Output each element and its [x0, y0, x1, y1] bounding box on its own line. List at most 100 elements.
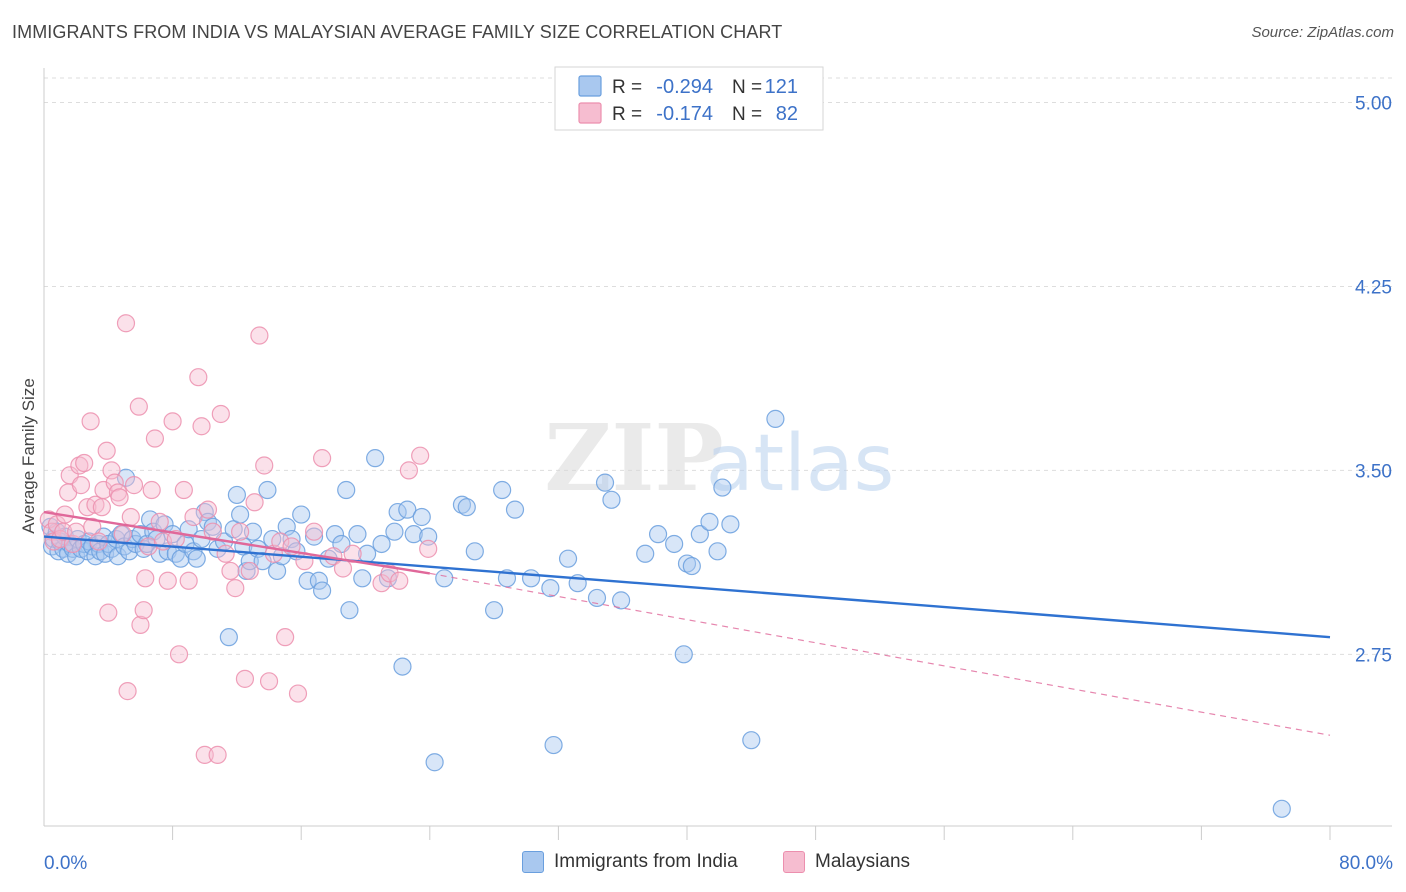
malaysian-point	[121, 507, 140, 527]
malaysian-point	[226, 579, 245, 598]
india-point	[465, 542, 484, 561]
malaysian-point	[131, 615, 150, 634]
malaysian-point	[235, 669, 255, 688]
malaysian-point	[94, 480, 113, 500]
bottom-legend-item-malaysians: Malaysians	[783, 851, 910, 873]
india-point	[366, 449, 385, 468]
malaysian-point	[75, 453, 94, 473]
malaysian-point	[419, 539, 438, 558]
india-trend-line	[43, 535, 1331, 639]
malaysian-point	[245, 493, 264, 512]
india-point	[558, 549, 578, 568]
legend-r-value-2: -0.174	[656, 103, 713, 125]
india-point	[398, 500, 417, 519]
india-point	[340, 601, 359, 620]
bottom-legend-swatch-blue	[522, 851, 544, 873]
india-point	[766, 409, 785, 428]
malaysian-point	[158, 571, 177, 590]
x-tick-label-max: 80.0%	[1339, 853, 1393, 874]
india-point	[700, 512, 719, 531]
malaysian-point	[134, 601, 153, 620]
bottom-legend-item-india: Immigrants from India	[522, 851, 738, 873]
india-point	[713, 478, 732, 497]
india-point	[393, 657, 412, 676]
india-point	[485, 601, 504, 620]
india-point	[267, 561, 287, 581]
bottom-legend: Immigrants from India Malaysians	[0, 851, 1406, 879]
y-axis-label: Average Family Size	[19, 378, 38, 534]
legend-r-label-2: R =	[612, 104, 642, 125]
malaysian-point	[240, 561, 259, 581]
legend-swatch-pink	[578, 102, 602, 124]
malaysian-point	[97, 441, 116, 460]
malaysian-point	[390, 571, 409, 590]
india-point	[708, 542, 727, 561]
chart-title: IMMIGRANTS FROM INDIA VS MALAYSIAN AVERA…	[12, 22, 783, 42]
malaysian-point	[113, 525, 132, 544]
india-point	[505, 500, 525, 519]
india-point	[674, 645, 693, 664]
malaysian-point	[216, 544, 235, 563]
malaysian-point	[312, 449, 332, 468]
malaysian-point	[250, 326, 269, 345]
india-point	[636, 544, 655, 563]
malaysian-point	[81, 412, 100, 431]
india-point	[219, 628, 238, 647]
x-tick-label-min: 0.0%	[44, 853, 87, 874]
malaysian-point	[259, 672, 279, 691]
malaysian-point	[211, 404, 230, 424]
malaysian-point	[105, 473, 124, 492]
malaysian-point	[399, 461, 419, 480]
watermark: ZIP atlas	[544, 404, 894, 512]
malaysian-point	[71, 476, 91, 495]
bottom-legend-swatch-pink	[783, 851, 805, 873]
malaysian-point	[163, 412, 182, 431]
trend-lines	[43, 510, 1331, 736]
malaysian-point	[276, 628, 295, 647]
malaysian-point	[198, 500, 218, 519]
malaysian-point	[189, 368, 208, 387]
bottom-legend-label-india: Immigrants from India	[554, 851, 738, 872]
india-point	[457, 498, 476, 517]
malaysian-point	[203, 522, 222, 541]
india-point	[677, 554, 697, 573]
india-point	[435, 569, 454, 588]
india-point	[721, 515, 740, 534]
malaysian-point	[110, 488, 129, 507]
legend-n-value-1: 121	[765, 76, 798, 98]
india-point	[611, 591, 631, 610]
bottom-legend-label-malaysians: Malaysians	[815, 851, 911, 872]
data-points	[39, 314, 1291, 818]
malaysian-point	[70, 456, 89, 475]
india-point	[309, 571, 328, 590]
malaysian-point	[150, 512, 169, 531]
india-point	[231, 505, 250, 524]
y-tick-label: 3.50	[1355, 461, 1392, 482]
india-point	[304, 527, 324, 546]
malaysian-point	[174, 480, 193, 500]
india-point	[385, 522, 404, 541]
malaysian-point	[288, 684, 308, 703]
malaysian-point	[92, 498, 111, 517]
malaysian-point	[221, 561, 240, 581]
malaysian-point	[179, 571, 198, 590]
india-point	[493, 480, 512, 500]
india-point	[1272, 799, 1291, 818]
legend: R = -0.294 N = 121 R = -0.174 N = 82	[554, 66, 824, 131]
y-tick-label: 2.75	[1355, 645, 1392, 666]
malaysian-point	[129, 397, 148, 416]
india-point	[337, 480, 356, 500]
india-point	[325, 525, 345, 544]
malaysian-point	[145, 429, 165, 448]
india-point	[348, 525, 367, 544]
india-point	[203, 517, 222, 536]
y-tick-label: 4.25	[1355, 277, 1392, 298]
malaysian-point	[208, 745, 227, 764]
watermark-zip: ZIP	[544, 404, 723, 512]
watermark-atlas: atlas	[706, 419, 895, 509]
india-point	[187, 549, 206, 568]
india-point	[425, 753, 444, 772]
india-point	[195, 502, 214, 522]
india-point	[648, 525, 668, 544]
